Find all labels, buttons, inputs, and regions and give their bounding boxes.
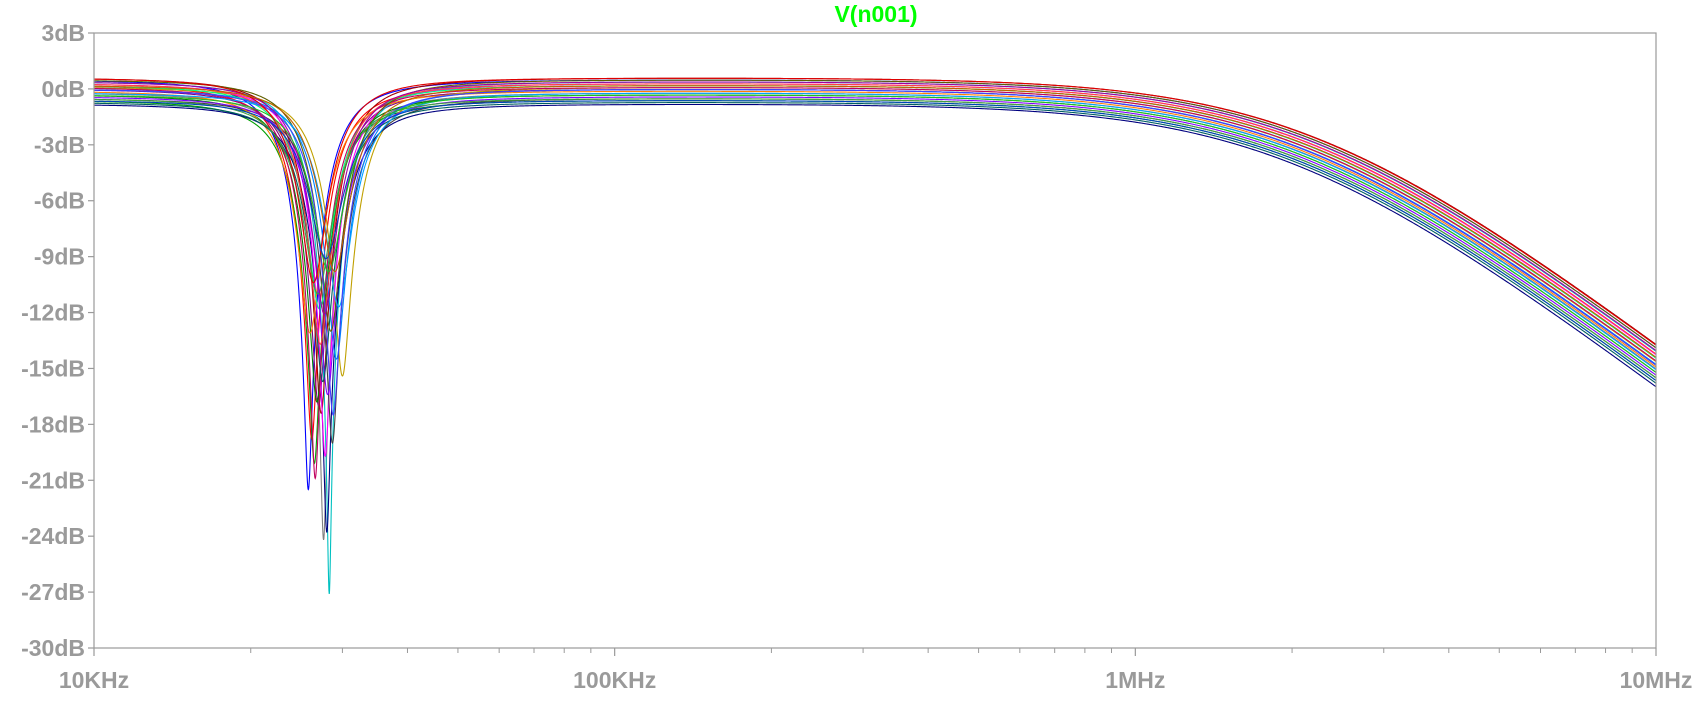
series-line-26: [93, 77, 1657, 346]
x-tick-label: 10MHz: [1620, 667, 1693, 693]
y-tick-label: 0dB: [42, 76, 85, 102]
y-tick-label: -12dB: [21, 300, 85, 326]
y-tick-label: -18dB: [21, 411, 85, 437]
x-tick-label: 10KHz: [59, 667, 129, 693]
chart-title: V(n001): [834, 1, 917, 27]
y-tick-label: -3dB: [34, 132, 85, 158]
y-tick-label: -24dB: [21, 523, 85, 549]
series-line-25: [93, 94, 1657, 373]
y-tick-label: -30dB: [21, 635, 85, 661]
x-tick-label: 1MHz: [1105, 667, 1165, 693]
series-line-18: [93, 102, 1657, 384]
series-line-27: [93, 100, 1657, 381]
series-layer: [93, 77, 1657, 595]
series-line-28: [93, 85, 1657, 358]
series-line-14: [93, 90, 1657, 368]
x-tick-label: 100KHz: [573, 667, 656, 693]
series-line-23: [93, 89, 1657, 416]
plot-frame: [93, 32, 1657, 649]
series-line-19: [93, 79, 1657, 349]
y-tick-label: -6dB: [34, 188, 85, 214]
y-tick-label: -27dB: [21, 579, 85, 605]
y-tick-label: 3dB: [42, 20, 85, 46]
y-tick-label: -21dB: [21, 467, 85, 493]
y-tick-label: -15dB: [21, 355, 85, 381]
series-line-24: [93, 81, 1657, 351]
y-tick-label: -9dB: [34, 244, 85, 270]
axes-layer: 3dB 0dB -3dB -6dB -9dB -12dB -15dB -18dB -21dB -2…: [21, 20, 1692, 693]
series-line-17: [93, 87, 1657, 480]
series-line-16: [93, 96, 1657, 396]
series-line-21: [93, 83, 1657, 355]
